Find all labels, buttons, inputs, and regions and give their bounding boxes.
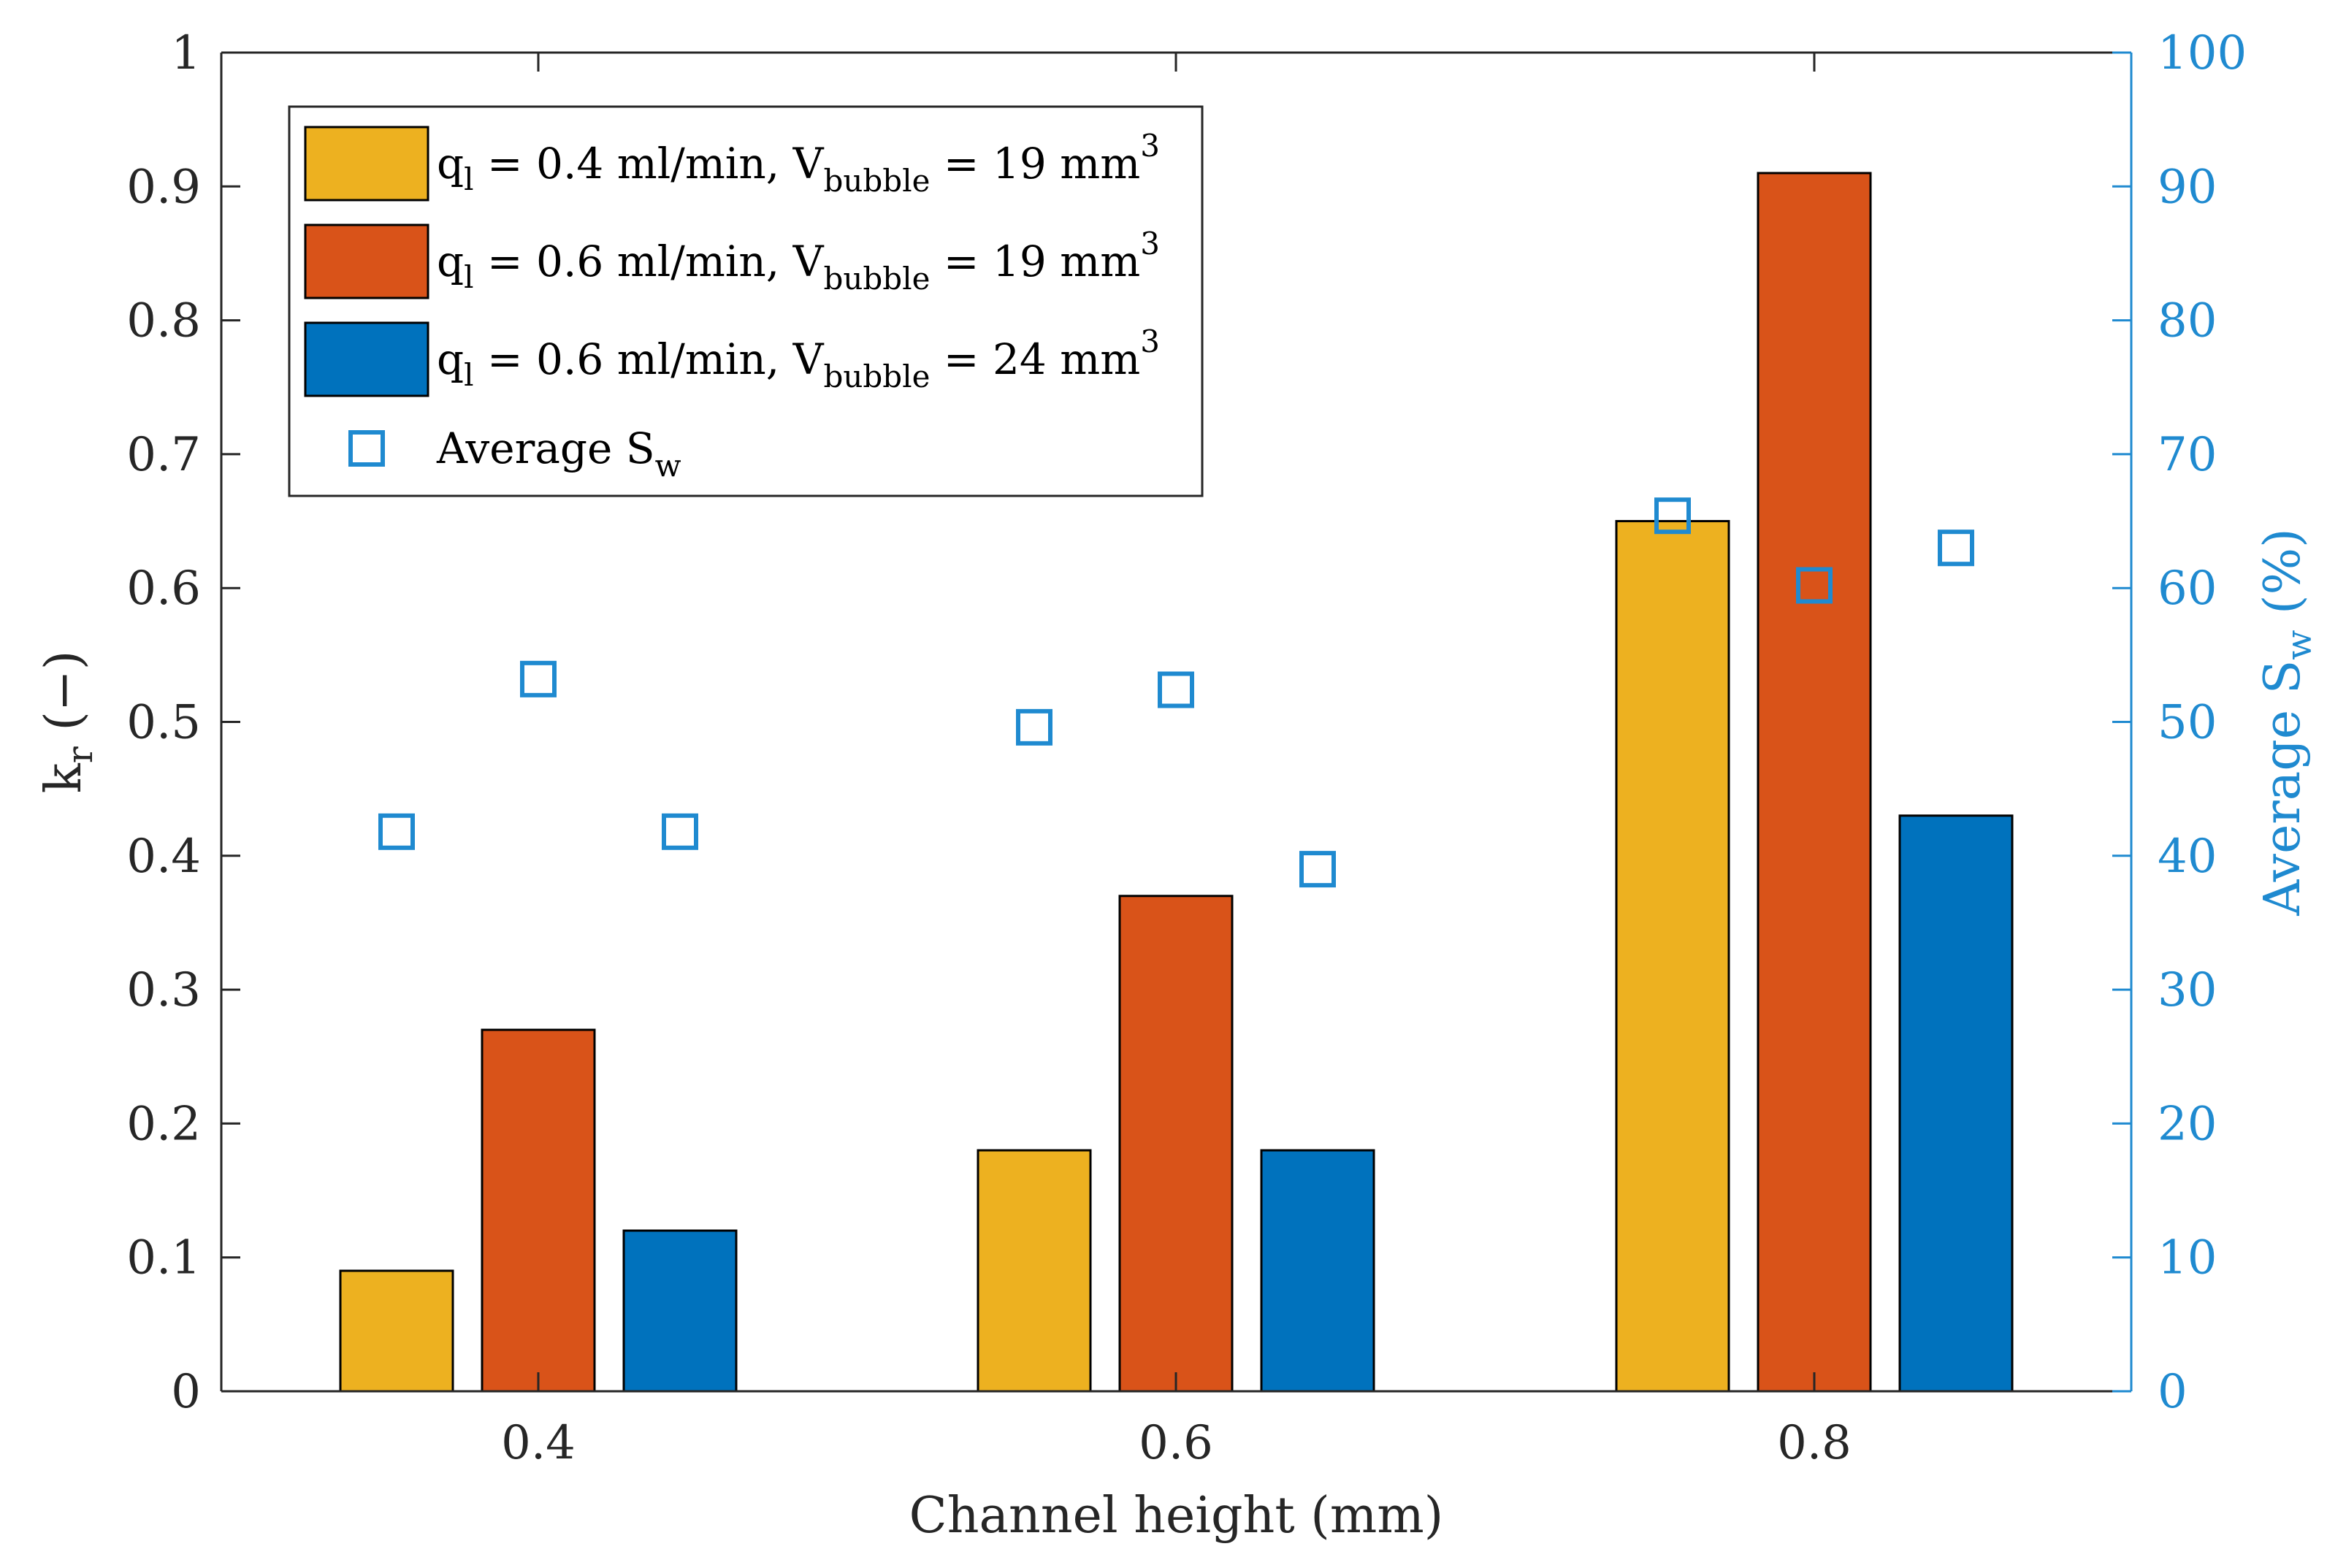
bar-2-0.6 bbox=[1118, 895, 1234, 1393]
axes-layer: 00.10.20.30.40.50.60.70.80.9101020304050… bbox=[35, 26, 2320, 1545]
legend-swatch-3 bbox=[304, 321, 429, 397]
bar-1-0.6 bbox=[977, 1149, 1092, 1393]
legend-swatch-1 bbox=[304, 126, 429, 202]
bar-2-0.4 bbox=[481, 1028, 596, 1393]
left-tick-label: 0.7 bbox=[126, 428, 201, 482]
sw-marker-0.8-2 bbox=[1796, 567, 1833, 604]
x-tick-label: 0.8 bbox=[1777, 1416, 1852, 1470]
left-tick-label: 0.6 bbox=[126, 562, 201, 616]
sw-marker-0.4-3 bbox=[662, 813, 698, 850]
left-tick-label: 0.5 bbox=[126, 696, 201, 750]
legend-label-3: ql = 0.6 ml/min, Vbubble = 24 mm3 bbox=[437, 324, 1160, 394]
bar-3-0.6 bbox=[1260, 1149, 1375, 1393]
markers-layer bbox=[378, 497, 1974, 888]
left-tick-label: 0.9 bbox=[126, 160, 201, 214]
legend-box bbox=[288, 105, 1204, 497]
right-tick-label: 80 bbox=[2158, 294, 2217, 348]
left-tick-label: 1 bbox=[171, 26, 201, 80]
left-tick-label: 0 bbox=[171, 1365, 201, 1419]
sw-marker-0.6-1 bbox=[1016, 708, 1052, 746]
bar-3-0.8 bbox=[1898, 814, 2014, 1393]
x-tick-label: 0.4 bbox=[501, 1416, 576, 1470]
legend-label-1: ql = 0.4 ml/min, Vbubble = 19 mm3 bbox=[437, 128, 1160, 199]
sw-marker-0.6-2 bbox=[1158, 671, 1194, 708]
sw-marker-0.8-1 bbox=[1654, 497, 1691, 535]
y-axis-title-right: Average Sw (%) bbox=[2254, 528, 2320, 916]
right-tick-label: 50 bbox=[2158, 696, 2217, 750]
bar-3-0.4 bbox=[622, 1229, 738, 1393]
sw-marker-0.6-3 bbox=[1299, 851, 1336, 888]
sw-marker-0.4-2 bbox=[520, 660, 557, 697]
right-tick-label: 40 bbox=[2158, 830, 2217, 884]
left-tick-label: 0.1 bbox=[126, 1231, 201, 1285]
legend-label-sw: Average Sw bbox=[436, 424, 681, 483]
left-tick-label: 0.8 bbox=[126, 294, 201, 348]
legend-marker-sw bbox=[348, 430, 385, 467]
right-tick-label: 10 bbox=[2158, 1231, 2217, 1285]
legend-label-2: ql = 0.6 ml/min, Vbubble = 19 mm3 bbox=[437, 226, 1160, 297]
x-tick-label: 0.6 bbox=[1139, 1416, 1213, 1470]
sw-marker-0.8-3 bbox=[1938, 529, 1974, 567]
right-tick-label: 70 bbox=[2158, 428, 2217, 482]
bars-layer bbox=[339, 172, 2014, 1393]
right-tick-label: 90 bbox=[2158, 160, 2217, 214]
sw-marker-0.4-1 bbox=[378, 813, 415, 850]
right-tick-label: 0 bbox=[2158, 1365, 2188, 1419]
bar-1-0.4 bbox=[339, 1269, 454, 1393]
x-axis-title: Channel height (mm) bbox=[909, 1487, 1444, 1545]
right-tick-label: 100 bbox=[2158, 26, 2247, 80]
left-tick-label: 0.2 bbox=[126, 1097, 201, 1151]
right-tick-label: 30 bbox=[2158, 963, 2217, 1017]
left-tick-label: 0.3 bbox=[126, 963, 201, 1017]
y-axis-title-left: kr (−) bbox=[35, 651, 101, 794]
right-tick-label: 20 bbox=[2158, 1097, 2217, 1151]
right-tick-label: 60 bbox=[2158, 562, 2217, 616]
legend: ql = 0.4 ml/min, Vbubble = 19 mm3 ql = 0.… bbox=[288, 105, 1204, 497]
bar-2-0.8 bbox=[1757, 172, 1872, 1393]
bar-1-0.8 bbox=[1615, 520, 1730, 1393]
legend-swatch-2 bbox=[304, 223, 429, 299]
left-tick-label: 0.4 bbox=[126, 830, 201, 884]
